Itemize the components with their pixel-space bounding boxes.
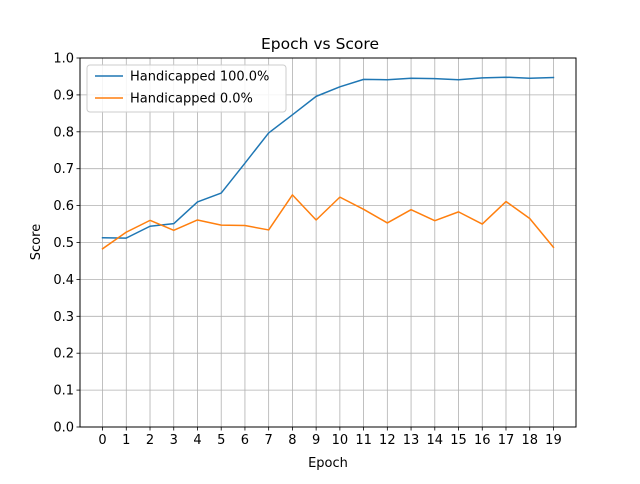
legend-box [86, 64, 287, 113]
x-tick-label: 8 [288, 433, 296, 448]
y-tick-label: 0.2 [53, 347, 74, 362]
y-tick-label: 0.8 [53, 125, 74, 140]
x-tick-label: 4 [193, 433, 201, 448]
x-axis-label: Epoch [308, 456, 348, 471]
x-tick-label: 2 [146, 433, 154, 448]
x-tick-label: 0 [98, 433, 106, 448]
x-axis-ticks: 0 1 2 3 4 5 6 7 8 9 10 11 12 13 14 15 16 17 18 19 [98, 427, 562, 448]
legend-label-series-0: Handicapped 100.0% [130, 70, 269, 85]
x-tick-label: 5 [217, 433, 225, 448]
y-axis-label: Score [29, 224, 44, 260]
legend: Handicapped 100.0% Handicapped 0.0% [86, 64, 287, 113]
series-lines [101, 76, 555, 250]
y-tick-label: 0.1 [53, 384, 74, 399]
x-tick-label: 13 [403, 433, 420, 448]
y-tick-label: 0.3 [53, 310, 74, 325]
y-tick-label: 0.4 [53, 273, 74, 288]
grid [80, 57, 576, 428]
series-line-1 [101, 194, 555, 250]
y-tick-label: 0.7 [53, 162, 74, 177]
legend-label-series-1: Handicapped 0.0% [130, 92, 253, 107]
y-tick-label: 1.0 [53, 52, 74, 67]
x-tick-label: 16 [474, 433, 491, 448]
x-tick-label: 7 [265, 433, 273, 448]
x-tick-label: 6 [241, 433, 249, 448]
x-tick-label: 11 [355, 433, 372, 448]
x-tick-label: 19 [545, 433, 562, 448]
x-tick-label: 15 [450, 433, 467, 448]
x-tick-label: 10 [332, 433, 349, 448]
x-tick-label: 12 [379, 433, 396, 448]
chart-title: Epoch vs Score [261, 35, 379, 53]
x-tick-label: 9 [312, 433, 320, 448]
x-tick-label: 17 [498, 433, 515, 448]
x-tick-label: 14 [427, 433, 444, 448]
y-tick-label: 0.9 [53, 88, 74, 103]
y-tick-label: 0.5 [53, 236, 74, 251]
y-axis-ticks: 0.0 0.1 0.2 0.3 0.4 0.5 0.6 0.7 0.8 0.9 1.0 [53, 52, 80, 436]
y-tick-label: 0.6 [53, 199, 74, 214]
x-tick-label: 1 [122, 433, 130, 448]
x-tick-label: 18 [521, 433, 538, 448]
x-tick-label: 3 [170, 433, 178, 448]
y-tick-label: 0.0 [53, 421, 74, 436]
series-line-0 [101, 76, 555, 239]
